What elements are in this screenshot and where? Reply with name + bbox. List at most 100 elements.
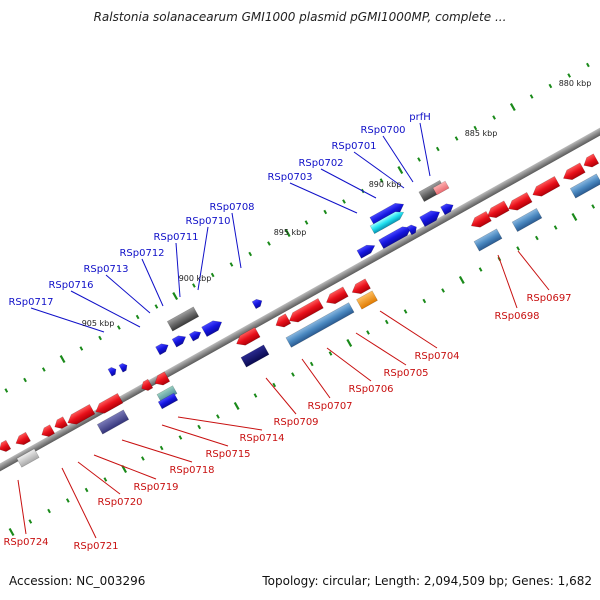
scale-tick <box>98 335 102 341</box>
reverse-gene-arrow[interactable] <box>93 393 124 416</box>
scale-tick <box>435 146 440 152</box>
reverse-gene-label[interactable]: RSp0724 <box>3 537 48 548</box>
reverse-gene-arrow[interactable] <box>511 208 543 232</box>
reverse-gene-arrow[interactable] <box>65 404 96 427</box>
reverse-gene-label[interactable]: RSp0704 <box>414 351 459 362</box>
scale-tick <box>141 456 145 461</box>
reverse-gene-arrow[interactable] <box>96 409 130 435</box>
forward-gene-arrow[interactable] <box>378 223 414 250</box>
scale-tick <box>529 94 534 99</box>
reverse-gene-arrow[interactable] <box>581 153 600 170</box>
reverse-gene-arrow[interactable] <box>473 228 503 252</box>
scale-tick <box>197 424 202 430</box>
reverse-gene-arrow[interactable] <box>13 431 31 448</box>
reverse-gene-label[interactable]: RSp0707 <box>307 401 352 412</box>
reverse-gene-label[interactable]: RSp0720 <box>97 497 142 508</box>
forward-gene-label[interactable]: RSp0703 <box>267 172 312 183</box>
scale-tick <box>535 235 539 241</box>
forward-gene-label[interactable]: RSp0710 <box>185 216 230 227</box>
forward-gene-arrow[interactable] <box>251 297 264 310</box>
scale-label: 880 kbp <box>559 79 592 88</box>
reverse-gene-arrow[interactable] <box>530 176 561 199</box>
reverse-gene-arrow[interactable] <box>16 448 40 468</box>
label-leader-line <box>30 307 105 333</box>
scale-tick <box>473 125 478 131</box>
reverse-gene-arrow[interactable] <box>285 302 355 348</box>
scale-tick <box>591 204 596 209</box>
reverse-gene-arrow[interactable] <box>156 385 178 403</box>
reverse-gene-label[interactable]: RSp0706 <box>348 384 393 395</box>
reverse-gene-arrow[interactable] <box>506 191 533 213</box>
forward-gene-arrow[interactable] <box>201 317 225 338</box>
label-leader-line <box>419 122 431 177</box>
forward-gene-label[interactable]: RSp0713 <box>83 264 128 275</box>
reverse-gene-label[interactable]: RSp0709 <box>273 417 318 428</box>
scale-tick <box>458 275 465 285</box>
forward-gene-label[interactable]: RSp0700 <box>360 125 405 136</box>
forward-gene-label[interactable]: RSp0711 <box>153 232 198 243</box>
reverse-gene-arrow[interactable] <box>234 326 261 348</box>
reverse-gene-label[interactable]: RSp0714 <box>239 433 284 444</box>
forward-gene-arrow[interactable] <box>369 208 406 235</box>
forward-gene-label[interactable]: RSp0702 <box>298 158 343 169</box>
scale-tick <box>117 325 121 330</box>
reverse-gene-arrow[interactable] <box>39 424 56 440</box>
reverse-gene-label[interactable]: RSp0698 <box>494 311 539 322</box>
reverse-gene-label[interactable]: RSp0715 <box>205 449 250 460</box>
scale-label: 895 kbp <box>274 228 307 237</box>
scale-tick <box>342 199 346 204</box>
forward-gene-arrow[interactable] <box>432 180 450 196</box>
reverse-gene-label[interactable]: RSp0718 <box>169 465 214 476</box>
forward-gene-arrow[interactable] <box>419 207 443 228</box>
forward-gene-label[interactable]: RSp0701 <box>331 141 376 152</box>
scale-tick <box>65 498 70 503</box>
reverse-gene-label[interactable]: RSp0705 <box>383 368 428 379</box>
reverse-gene-arrow[interactable] <box>569 173 600 199</box>
scale-tick <box>159 445 164 451</box>
forward-gene-arrow[interactable] <box>440 201 456 216</box>
forward-gene-label[interactable]: RSp0708 <box>209 202 254 213</box>
scale-tick <box>366 330 370 335</box>
reverse-gene-arrow[interactable] <box>287 298 324 325</box>
reverse-gene-arrow[interactable] <box>356 290 378 310</box>
scale-tick <box>586 62 590 68</box>
reverse-gene-arrow[interactable] <box>152 371 171 388</box>
forward-gene-arrow[interactable] <box>356 242 377 259</box>
forward-gene-arrow[interactable] <box>166 306 200 332</box>
reverse-gene-arrow[interactable] <box>0 439 12 454</box>
reverse-gene-arrow[interactable] <box>273 313 292 330</box>
forward-gene-arrow[interactable] <box>118 362 129 373</box>
scale-tick <box>567 73 571 78</box>
reverse-gene-label[interactable]: RSp0721 <box>73 541 118 552</box>
reverse-gene-arrow[interactable] <box>157 392 179 410</box>
scale-tick <box>79 346 84 351</box>
scale-tick <box>59 355 66 364</box>
forward-gene-label[interactable]: RSp0712 <box>119 248 164 259</box>
scale-tick <box>41 367 46 372</box>
label-leader-line <box>379 310 438 349</box>
label-leader-line <box>517 250 550 291</box>
forward-gene-arrow[interactable] <box>188 329 203 342</box>
scale-tick <box>253 393 258 398</box>
reverse-gene-arrow[interactable] <box>469 210 492 230</box>
reverse-gene-arrow[interactable] <box>139 378 154 393</box>
reverse-gene-arrow[interactable] <box>324 286 349 307</box>
reverse-gene-arrow[interactable] <box>52 416 69 432</box>
forward-gene-arrow[interactable] <box>107 366 118 377</box>
forward-gene-arrow[interactable] <box>171 333 188 348</box>
scale-tick <box>397 165 404 175</box>
reverse-gene-label[interactable]: RSp0697 <box>526 293 571 304</box>
forward-gene-label[interactable]: RSp0716 <box>48 280 93 291</box>
reverse-gene-arrow[interactable] <box>561 162 586 183</box>
forward-gene-label[interactable]: prfH <box>409 112 431 123</box>
scale-tick <box>135 314 140 320</box>
label-leader-line <box>121 439 193 463</box>
reverse-gene-arrow[interactable] <box>240 344 270 368</box>
forward-gene-label[interactable]: RSp0717 <box>8 297 53 308</box>
forward-gene-arrow[interactable] <box>406 223 418 236</box>
topology-summary: Topology: circular; Length: 2,094,509 bp… <box>262 574 592 588</box>
reverse-gene-arrow[interactable] <box>349 278 371 297</box>
reverse-gene-label[interactable]: RSp0719 <box>133 482 178 493</box>
forward-gene-arrow[interactable] <box>155 341 171 356</box>
